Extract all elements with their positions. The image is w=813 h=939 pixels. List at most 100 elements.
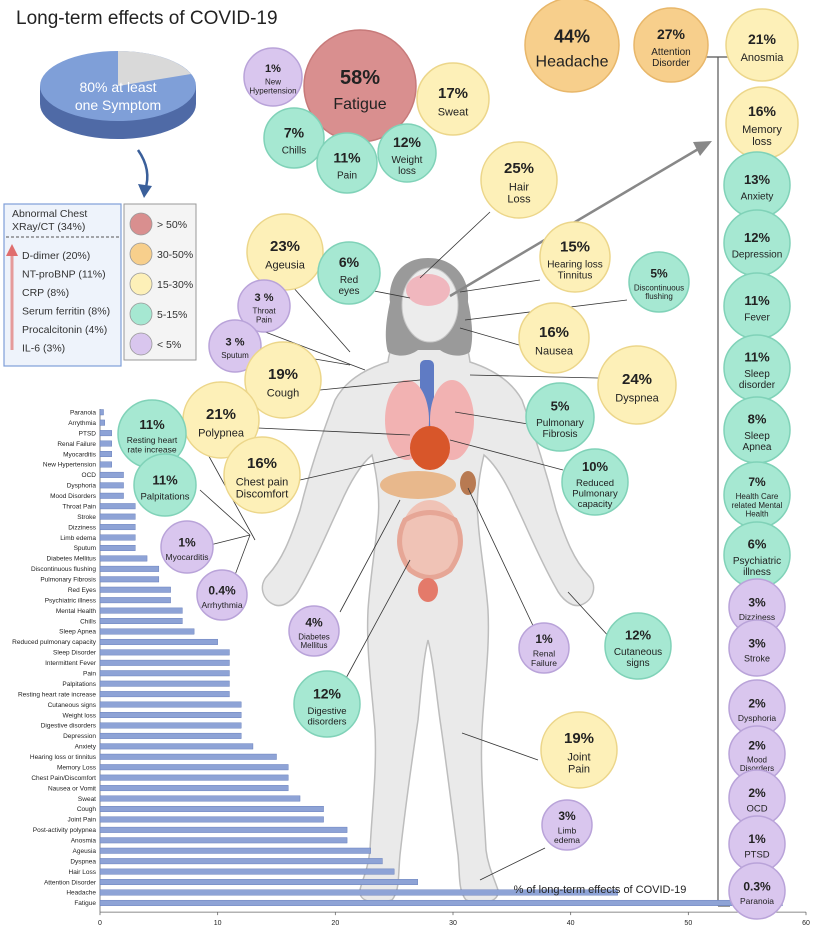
y-tick-label: Post-activity polypnea bbox=[33, 827, 97, 834]
bubble-label: Anosmia bbox=[741, 52, 785, 64]
bar-chills bbox=[99, 618, 183, 624]
bubble-circle bbox=[539, 221, 611, 293]
bar-palpitations bbox=[99, 680, 230, 687]
bubble-label: Nausea bbox=[535, 346, 574, 358]
y-tick-label: New Hypertension bbox=[43, 462, 96, 469]
bubble-label: Hearing loss bbox=[547, 260, 603, 271]
lab-header-line2: XRay/CT (34%) bbox=[12, 221, 85, 233]
bubble-label: Fatigue bbox=[333, 96, 386, 113]
bubble-percent: 25% bbox=[504, 160, 534, 177]
bubble-label: Polypnea bbox=[198, 428, 245, 440]
bubble-label: Joint bbox=[567, 752, 590, 764]
bar-mental-health bbox=[99, 607, 183, 614]
lab-item-crp-8: CRP (8%) bbox=[22, 287, 69, 299]
bubble-palpitations: 11% Palpitations bbox=[133, 453, 197, 517]
bubble-label: Palpitations bbox=[140, 491, 189, 502]
bubble-circle bbox=[525, 382, 595, 452]
bubble-circle bbox=[288, 605, 340, 657]
bar-ocd bbox=[99, 471, 124, 478]
connector-6 bbox=[459, 327, 520, 346]
bubble-arrhythmia: 0.4% Arrhythmia bbox=[196, 569, 248, 621]
bubble-ageusia: 23% Ageusia bbox=[246, 213, 324, 291]
legend-swatch-1 bbox=[129, 242, 153, 266]
connector-11 bbox=[449, 439, 564, 471]
bubble-myocarditis: 1% Myocarditis bbox=[160, 520, 214, 574]
pie-chart: 80% at least one Symptom bbox=[40, 51, 196, 198]
bar-hair-loss bbox=[99, 868, 395, 875]
bar-pain bbox=[99, 670, 230, 677]
connector-14 bbox=[199, 489, 251, 536]
bubble-label: Memory bbox=[742, 124, 782, 136]
bubble-percent: 11% bbox=[744, 350, 770, 365]
bubble-percent: 5% bbox=[551, 399, 570, 414]
legend-label-2: 15-30% bbox=[157, 279, 193, 291]
connector-1 bbox=[259, 329, 366, 371]
bar-intermittent-fever bbox=[99, 659, 230, 666]
bubble-anxiety: 13% Anxiety bbox=[723, 151, 791, 219]
y-tick-label: Hearing loss or tinnitus bbox=[30, 754, 97, 761]
bubble-label: Pain bbox=[337, 170, 357, 181]
bubble-circle bbox=[293, 670, 361, 738]
bubble-dizziness: 3% Dizziness bbox=[728, 578, 786, 636]
bubble-label: Anxiety bbox=[741, 192, 774, 203]
y-tick-label: Digestive disorders bbox=[41, 723, 97, 730]
x-axis-label: % of long-term effects of COVID-19 bbox=[514, 884, 687, 896]
bubble-label: Mood bbox=[747, 755, 767, 764]
bubble-dysphoria: 2% Dysphoria bbox=[728, 679, 786, 737]
bar-ptsd bbox=[99, 430, 112, 437]
bubble-label: Dysphoria bbox=[738, 713, 777, 723]
bubble-ptsd: 1% PTSD bbox=[728, 815, 786, 873]
y-tick-label: Chills bbox=[80, 618, 97, 625]
symptom-bubbles: 58%Fatigue44%Headache27%AttentionDisorde… bbox=[117, 0, 799, 920]
connector-7 bbox=[319, 379, 421, 391]
bubble-label: Loss bbox=[507, 194, 531, 206]
bubble-label: New bbox=[265, 78, 281, 87]
bubble-percent: 1% bbox=[178, 536, 196, 550]
y-tick-label: Weight loss bbox=[63, 712, 97, 719]
bubble-label: Renal bbox=[533, 648, 555, 658]
bubble-label: Fibrosis bbox=[542, 429, 577, 440]
y-tick-label: Throat Pain bbox=[62, 503, 96, 510]
y-tick-label: Fatigue bbox=[74, 900, 96, 907]
bar-dyspnea bbox=[99, 858, 383, 865]
y-tick-label: Dyspnea bbox=[70, 858, 96, 865]
bubble-percent: 11% bbox=[152, 472, 178, 487]
bubble-label: Myocarditis bbox=[166, 552, 209, 562]
bubble-label: Pulmonary bbox=[572, 488, 618, 499]
bubble-percent: 27% bbox=[657, 26, 686, 42]
bubble-percent: 12% bbox=[313, 685, 342, 701]
bubble-label: Stroke bbox=[744, 653, 770, 663]
bubble-label: Cough bbox=[267, 388, 299, 400]
bubble-percent: 16% bbox=[539, 324, 569, 341]
bar-paranoia bbox=[99, 409, 104, 416]
bar-hearing-loss-or-tinnitus bbox=[99, 753, 277, 760]
y-tick-label: Joint Pain bbox=[67, 817, 96, 824]
bubble-circle bbox=[243, 47, 303, 107]
pie-label-line1: 80% at least bbox=[79, 79, 156, 95]
legend-label-4: < 5% bbox=[157, 339, 181, 351]
connector-16 bbox=[234, 534, 251, 576]
bubble-circle bbox=[524, 0, 620, 93]
bubble-percent: 6% bbox=[339, 254, 360, 270]
bubble-circle bbox=[561, 448, 629, 516]
bubble-label: Throat bbox=[252, 307, 276, 316]
bar-reduced-pulmonary-capacity bbox=[99, 638, 218, 645]
y-tick-label: Depression bbox=[63, 733, 96, 740]
bubble-paranoia: 0.3% Paranoia bbox=[728, 862, 786, 920]
y-tick-label: Sleep Disorder bbox=[53, 650, 97, 657]
bar-resting-heart-rate-increase bbox=[99, 691, 230, 698]
bubble-percent: 1% bbox=[535, 632, 553, 646]
bubble-label: disorders bbox=[307, 716, 346, 727]
bar-sweat bbox=[99, 795, 301, 802]
bar-red-eyes bbox=[99, 586, 171, 593]
y-tick-label: Red Eyes bbox=[68, 587, 97, 594]
